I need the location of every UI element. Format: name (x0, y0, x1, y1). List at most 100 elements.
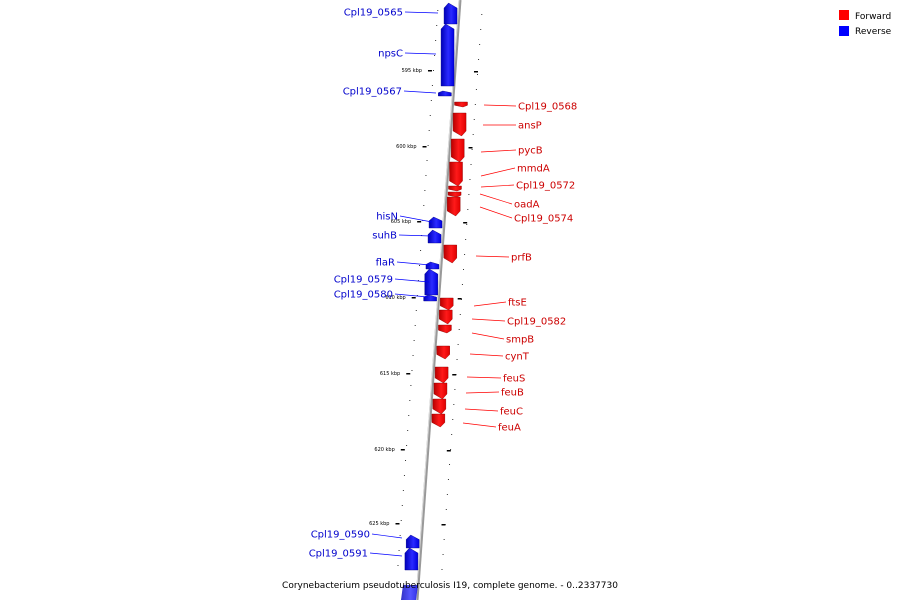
gene-ansP[interactable]: ansP (452, 112, 542, 137)
gene-arrow-forward[interactable] (454, 101, 468, 108)
tick-dot (414, 325, 416, 326)
gene-Cpl19_0565[interactable]: Cpl19_0565 (344, 2, 458, 25)
gene-arrow-forward[interactable] (431, 413, 446, 428)
gene-label[interactable]: feuS (503, 374, 525, 385)
gene-arrow-forward[interactable] (432, 398, 447, 415)
gene-suhB[interactable]: suhB (372, 229, 442, 244)
tick-dot (459, 314, 461, 315)
gene-arrow-forward[interactable] (438, 324, 452, 334)
tick-dot (481, 14, 483, 15)
tick-dot (472, 134, 474, 135)
scale-label: 610 kbp (385, 295, 405, 301)
gene-Cpl19_0591[interactable]: Cpl19_0591 (309, 547, 419, 571)
gene-Cpl19_0579[interactable]: Cpl19_0579 (334, 268, 438, 296)
gene-feuA[interactable]: feuA (431, 413, 521, 434)
tick-dot (456, 359, 458, 360)
gene-smpB[interactable]: smpB (438, 324, 534, 346)
gene-arrow-forward[interactable] (443, 244, 457, 264)
tick-dot (402, 490, 404, 491)
gene-npsC[interactable]: npsC (378, 23, 455, 87)
gene-label[interactable]: suhB (372, 231, 397, 242)
gene-label[interactable]: feuA (498, 423, 521, 434)
scale-label: 625 kbp (369, 521, 389, 527)
scale-label: 600 kbp (396, 144, 416, 150)
gene-Cpl19_0574[interactable]: Cpl19_0574 (446, 196, 573, 225)
gene-label[interactable]: Cpl19_0568 (518, 102, 577, 113)
gene-label[interactable]: Cpl19_0579 (334, 275, 393, 286)
gene-arrow-forward[interactable] (448, 185, 462, 192)
gene-label[interactable]: smpB (506, 335, 534, 346)
gene-hisN[interactable]: hisN (376, 212, 443, 229)
gene-Cpl19_0572[interactable]: Cpl19_0572 (448, 181, 575, 192)
gene-label[interactable]: pycB (518, 146, 543, 157)
gene-label[interactable]: flaR (376, 258, 395, 269)
gene-arrow-forward[interactable] (446, 196, 461, 217)
gene-label[interactable]: mmdA (517, 164, 550, 175)
gene-arrow-forward[interactable] (440, 297, 454, 311)
gene-Cpl19_0568[interactable]: Cpl19_0568 (454, 101, 578, 113)
scale-labels: 595 kbp 600 kbp 605 kbp 610 kbp 615 kbp 620 k… (369, 68, 478, 527)
gene-arrow-reverse[interactable] (427, 229, 442, 244)
gene-feuS[interactable]: feuS (434, 366, 525, 385)
gene-pycB[interactable]: pycB (451, 138, 543, 163)
gene-arrow-reverse[interactable] (428, 216, 443, 229)
gene-label[interactable]: hisN (376, 212, 398, 223)
gene-arrow-forward[interactable] (447, 191, 462, 198)
gene-label[interactable]: oadA (514, 200, 540, 211)
tick-dot (400, 520, 402, 521)
gene-arrow-reverse[interactable] (424, 268, 438, 296)
gene-feuC[interactable]: feuC (432, 398, 523, 418)
gene-label[interactable]: cynT (505, 352, 530, 363)
gene-Cpl19_0590[interactable]: Cpl19_0590 (311, 530, 420, 549)
gene-arrow-forward[interactable] (452, 112, 467, 137)
gene-label[interactable]: Cpl19_0574 (514, 214, 573, 225)
gene-arrow-forward[interactable] (449, 161, 463, 187)
gene-arrow-forward[interactable] (451, 138, 465, 163)
gene-oadA[interactable]: oadA (447, 191, 540, 211)
gene-cynT[interactable]: cynT (436, 345, 530, 363)
gene-ftsE[interactable]: ftsE (440, 298, 527, 311)
scale-label: 620 kbp (374, 447, 394, 453)
gene-label[interactable]: Cpl19_0582 (507, 317, 566, 328)
scale-label: 615 kbp (380, 371, 400, 377)
gene-label[interactable]: ftsE (508, 298, 527, 309)
gene-arrow-reverse[interactable] (438, 90, 452, 97)
gene-label[interactable]: Cpl19_0567 (343, 87, 402, 98)
gene-label[interactable]: Cpl19_0591 (309, 549, 368, 560)
gene-arrow-forward[interactable] (433, 382, 448, 400)
gene-arrow-reverse[interactable] (425, 261, 440, 270)
gene-label[interactable]: Cpl19_0590 (311, 530, 370, 541)
gene-label[interactable]: npsC (378, 49, 403, 60)
gene-arrow-reverse[interactable] (440, 23, 455, 87)
tick-dot (437, 10, 439, 11)
gene-arrow-reverse[interactable] (405, 534, 420, 549)
scale-tick-left (400, 449, 405, 451)
gene-Cpl19_0580[interactable]: Cpl19_0580 (334, 290, 437, 302)
tick-dot (469, 179, 471, 180)
gene-arrow-reverse[interactable] (443, 2, 458, 25)
gene-label[interactable]: Cpl19_0572 (516, 181, 575, 192)
gene-arrow-reverse[interactable] (423, 294, 437, 302)
gene-label[interactable]: Cpl19_0565 (344, 8, 403, 19)
gene-Cpl19_0567[interactable]: Cpl19_0567 (343, 87, 452, 98)
gene-prfB[interactable]: prfB (443, 244, 532, 264)
tick-dot (464, 254, 466, 255)
gene-feuB[interactable]: feuB (433, 382, 524, 400)
gene-label[interactable]: ansP (518, 121, 542, 132)
gene-label[interactable]: feuB (501, 388, 524, 399)
tick-dot (470, 164, 472, 165)
gene-arrow-forward[interactable] (434, 366, 449, 384)
scale-tick-left (395, 523, 400, 525)
tick-dot (428, 130, 430, 131)
tick-dot (480, 29, 482, 30)
gene-mmdA[interactable]: mmdA (449, 161, 550, 187)
gene-flaR[interactable]: flaR (376, 258, 440, 270)
gene-label[interactable]: feuC (500, 407, 523, 418)
gene-label[interactable]: Cpl19_0580 (334, 290, 393, 301)
gene-Cpl19_0582[interactable]: Cpl19_0582 (439, 309, 566, 328)
gene-arrow-forward[interactable] (439, 309, 453, 325)
gene-arrow-reverse[interactable] (404, 547, 419, 571)
gene-arrow-forward[interactable] (436, 345, 450, 360)
gene-label[interactable]: prfB (511, 253, 532, 264)
tick-dot (454, 389, 456, 390)
